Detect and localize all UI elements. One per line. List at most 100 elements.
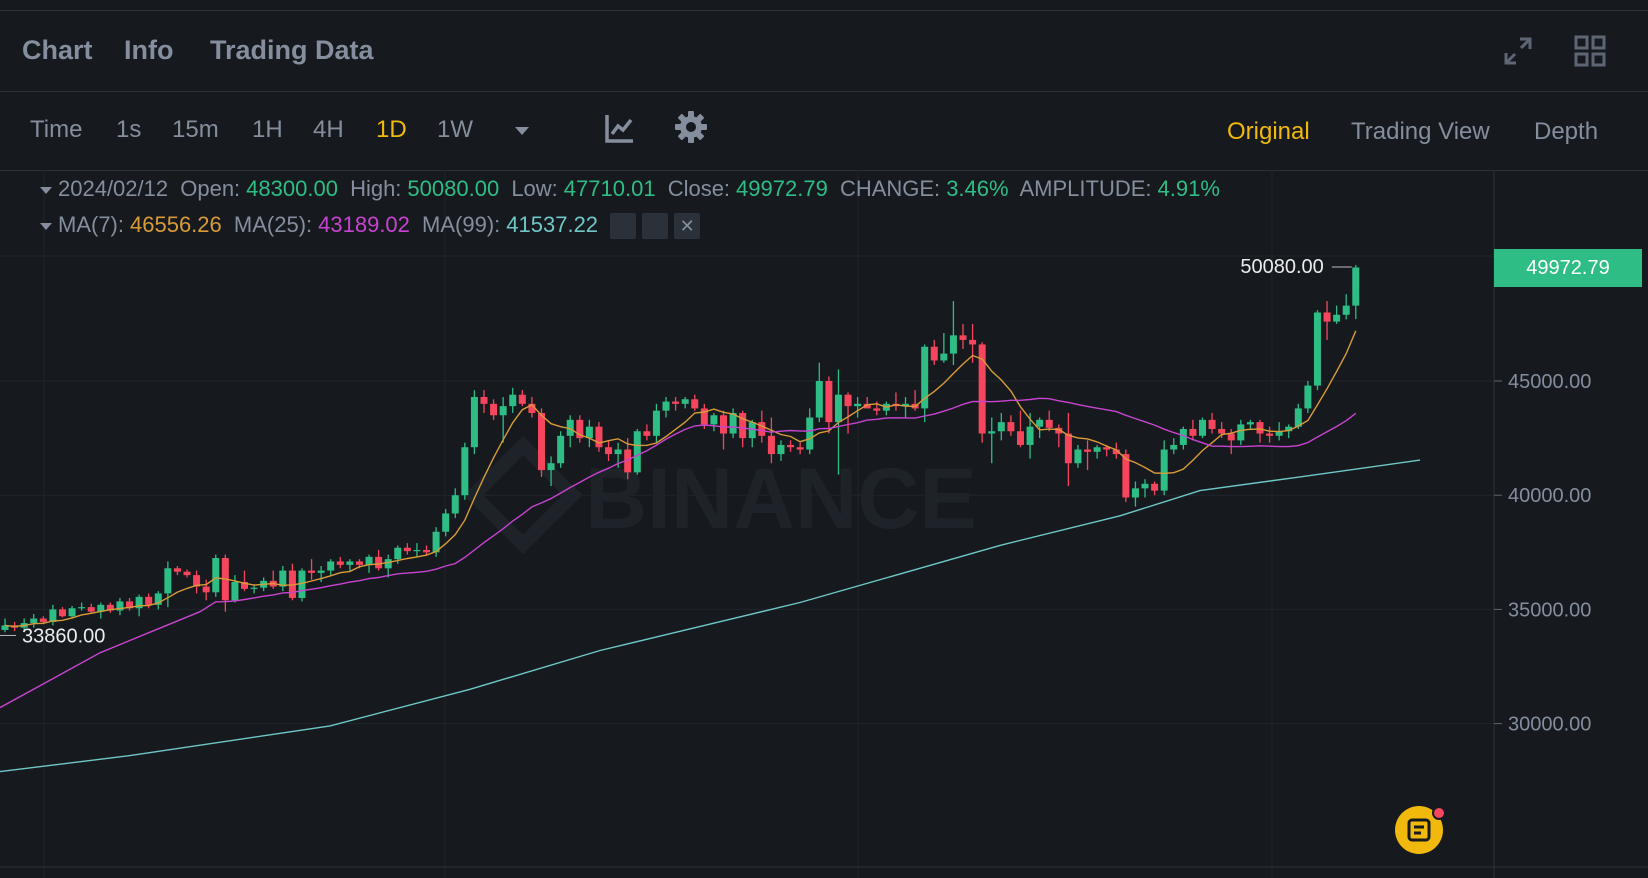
notes-float-button[interactable] [1395,806,1443,854]
candle-body [547,463,555,471]
candle-body [1064,433,1072,464]
candle-body [825,381,833,423]
notes-icon [1407,818,1431,842]
chart-legend: 2024/02/12 Open: 48300.00 High: 50080.00 L… [0,170,1490,250]
timeframe-4h[interactable]: 4H [313,116,344,143]
tab-trading-data[interactable]: Trading Data [210,35,374,65]
candle-body [1036,419,1044,427]
grid-icon[interactable] [1572,33,1608,69]
ma25-label: MA(25): [233,212,313,237]
candle-body [1218,428,1226,434]
candle-body [1103,447,1111,450]
candle-body [528,403,536,413]
candle-body [1179,428,1187,445]
view-depth[interactable]: Depth [1534,118,1599,145]
candle-body [959,335,967,340]
ohlc-date: 2024/02/12 [58,176,169,201]
candle-body [777,444,785,455]
gear-icon[interactable] [642,213,669,240]
candle-body [327,561,335,571]
candle-body [58,609,66,617]
timeframe-1s[interactable]: 1s [116,116,142,143]
collapse-caret-icon[interactable] [40,222,52,230]
candle-body [509,394,517,407]
candle-body [365,556,373,565]
candle-body [135,596,143,609]
candle-body [403,547,411,552]
candle-body [557,435,565,464]
candle-body [154,593,162,605]
candle-body [30,618,38,624]
timeframe-time[interactable]: Time [30,116,83,143]
tab-chart[interactable]: Chart [22,35,93,65]
view-trading-view[interactable]: Trading View [1351,118,1490,145]
ma99-label: MA(99): [422,212,501,237]
ma25-value: 43189.02 [318,212,410,237]
candle-body [78,607,86,609]
candle-body [691,399,699,409]
candle-body [854,403,862,407]
timeframe-15m[interactable]: 15m [172,116,219,143]
candle-body [834,394,842,423]
candle-body [1093,447,1101,452]
collapse-caret-icon[interactable] [40,186,52,194]
candle-body [796,447,804,450]
candle-body [499,406,507,416]
tab-info[interactable]: Info [124,35,174,65]
ma-row: MA(7): 46556.26 MA(25): 43189.02 MA(99): 41… [40,212,706,240]
candle-body [423,550,431,553]
candle-body [384,559,392,569]
candle-body [490,403,498,416]
candle-body [681,399,689,404]
eye-icon[interactable] [610,213,637,240]
candle-body [1237,424,1245,441]
candle-body [394,547,402,560]
candle-body [375,556,383,569]
candle-body [1055,427,1063,434]
dropdown-caret-icon[interactable] [514,125,530,137]
candle-body [202,586,210,593]
candle-body [844,394,852,407]
indicator-icon[interactable] [604,112,636,144]
candle-body [1266,433,1274,436]
ma99-line [0,459,1421,773]
high-value: 50080.00 [407,176,500,201]
ma7-line [4,330,1357,628]
view-original[interactable]: Original [1227,118,1310,145]
candle-body [193,575,201,587]
ma99-value: 41537.22 [506,212,599,237]
timeframe-1d[interactable]: 1D [376,116,407,143]
candle-body [1131,488,1139,498]
candle-body [480,396,488,404]
ma7-value: 46556.26 [130,212,222,237]
candle-body [1122,454,1130,498]
candlestick-chart[interactable]: BINANCE 45000.00 40000.00 35000.00 30000.00 5… [0,170,1648,878]
candle-body [1246,422,1254,425]
y-tick-label: 30000.00 [1508,714,1591,736]
ohlc-row: 2024/02/12 Open: 48300.00 High: 50080.00 L… [40,176,1226,202]
candle-body [346,561,354,565]
candle-body [451,495,459,514]
candle-body [739,412,747,439]
candle-body [1,625,9,630]
candle-body [662,401,670,411]
candle-body [1323,312,1331,322]
candle-body [767,435,775,455]
high-marker-label: 50080.00 [1240,256,1323,278]
candle-body [145,596,153,605]
candle-body [1285,426,1293,432]
y-tick-label: 40000.00 [1508,485,1591,507]
candle-body [116,601,124,611]
candle-body [1294,408,1302,427]
settings-gear-icon[interactable] [674,110,708,144]
y-tick-label: 45000.00 [1508,371,1591,393]
expand-icon[interactable] [1500,33,1536,69]
timeframe-1h[interactable]: 1H [252,116,283,143]
candle-body [1007,422,1015,432]
candle-body [605,447,613,455]
candle-body [126,601,134,609]
close-icon[interactable]: ✕ [674,213,701,240]
timeframe-1w[interactable]: 1W [437,116,473,143]
ma25-line [0,397,1357,709]
candle-body [700,408,708,425]
